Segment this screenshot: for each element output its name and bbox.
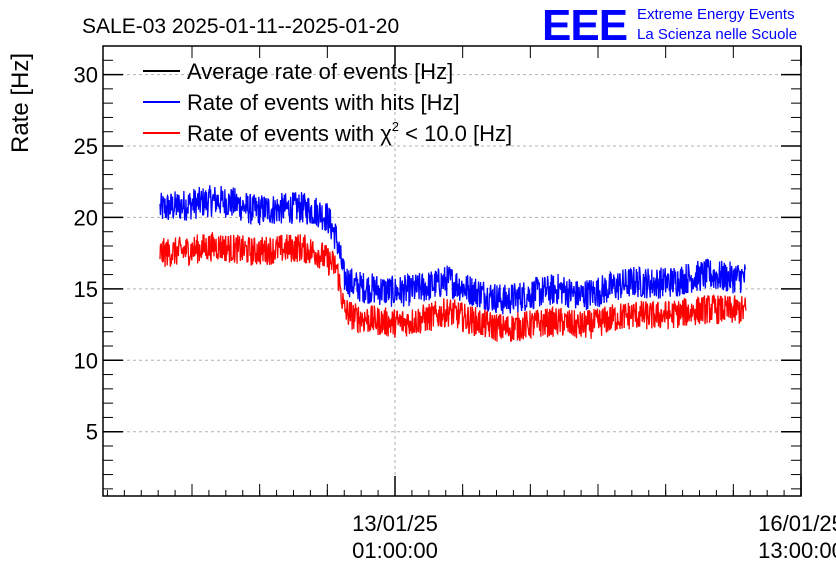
eee-logo-mark: EEE — [542, 1, 627, 50]
y-tick-label: 10 — [74, 348, 98, 373]
y-tick-label: 15 — [74, 277, 98, 302]
eee-logo: EEE Extreme Energy Events La Scienza nel… — [542, 1, 797, 50]
axis-ticks — [103, 46, 802, 496]
legend-chi2-main: Rate of events with — [187, 121, 380, 146]
eee-logo-line1: Extreme Energy Events — [637, 6, 795, 23]
x-tick-label-date: 13/01/25 — [352, 511, 438, 536]
legend-label-hits: Rate of events with hits [Hz] — [187, 90, 460, 115]
y-tick-label: 20 — [74, 205, 98, 230]
x-tick-label-date: 16/01/25 — [758, 511, 836, 536]
legend-chi2-sup: 2 — [392, 119, 399, 134]
legend-label-average: Average rate of events [Hz] — [187, 59, 453, 84]
y-tick-label: 30 — [74, 63, 98, 88]
legend-chi2-symbol: χ — [380, 121, 392, 146]
legend-label-chi2: Rate of events with χ2 < 10.0 [Hz] — [187, 119, 512, 146]
y-axis-label: Rate [Hz] — [7, 53, 34, 153]
series-layer — [159, 185, 747, 342]
chart-title: SALE-03 2025-01-11--2025-01-20 — [82, 15, 399, 38]
series-line-hits — [159, 185, 747, 315]
legend: Average rate of events [Hz] Rate of even… — [143, 59, 512, 146]
series-line-chi2 — [159, 232, 747, 342]
x-tick-label-time: 01:00:00 — [352, 538, 438, 563]
legend-chi2-rest: < 10.0 [Hz] — [399, 121, 512, 146]
plot-frame — [102, 45, 802, 497]
x-tick-label-time: 13:00:00 — [758, 538, 836, 563]
y-tick-label: 25 — [74, 134, 98, 159]
y-tick-label: 5 — [86, 420, 98, 445]
y-tick-labels: 5 10 15 20 25 30 — [74, 63, 98, 445]
eee-logo-line2: La Scienza nelle Scuole — [637, 26, 797, 43]
